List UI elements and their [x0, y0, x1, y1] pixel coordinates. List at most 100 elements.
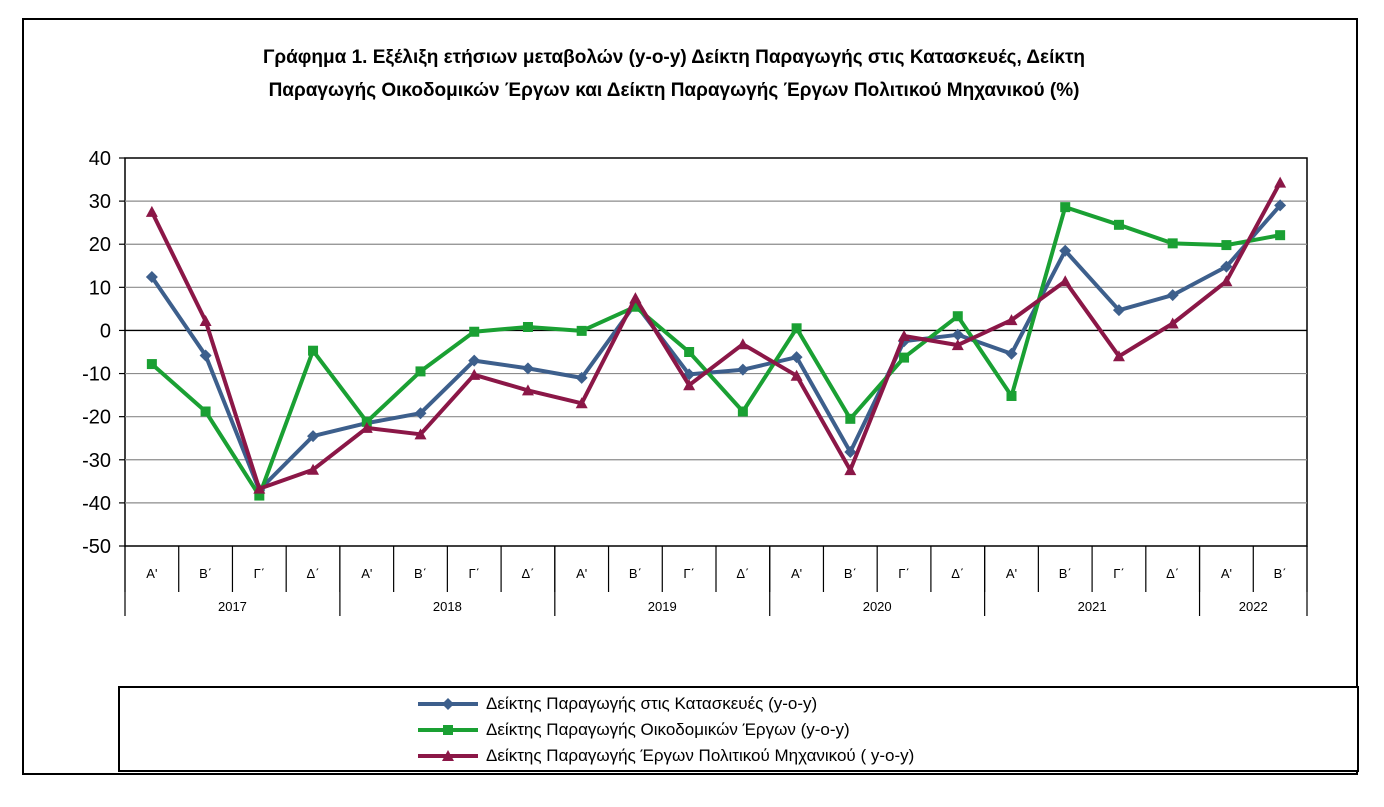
data-point-square [361, 416, 372, 427]
data-point-diamond [1220, 260, 1233, 273]
data-point-diamond [145, 270, 158, 283]
data-point-diamond [1274, 199, 1287, 212]
data-point-diamond [1112, 304, 1125, 317]
x-category-label: Β΄ [199, 566, 212, 581]
series-line-2 [150, 205, 1281, 498]
data-point-triangle [1112, 350, 1125, 362]
legend-swatch-square-icon [418, 725, 478, 735]
x-category-label: Α' [361, 566, 372, 581]
x-category-label: Β΄ [414, 566, 427, 581]
data-point-triangle [414, 428, 427, 440]
data-point-triangle [790, 369, 803, 381]
data-point-diamond [736, 363, 749, 376]
data-point-triangle [1274, 176, 1287, 188]
data-point-square [146, 359, 157, 370]
data-point-triangle [683, 379, 696, 391]
data-point-diamond [1005, 347, 1018, 360]
data-point-square [308, 345, 319, 356]
y-tick-label: 0 [100, 320, 111, 342]
x-category-label: Β΄ [844, 566, 857, 581]
data-point-triangle [951, 339, 964, 351]
data-point-diamond [575, 371, 588, 384]
y-tick-label: 40 [89, 148, 111, 170]
x-category-label: Α' [576, 566, 587, 581]
data-point-square [254, 490, 265, 501]
data-point-diamond [468, 354, 481, 367]
data-point-diamond [521, 362, 534, 375]
x-category-label: Γ΄ [254, 566, 266, 581]
data-point-triangle [629, 292, 642, 304]
y-tick-label: 10 [89, 277, 111, 299]
data-point-triangle [360, 421, 373, 433]
data-point-diamond [1166, 289, 1179, 302]
series-line-1 [150, 204, 1282, 492]
data-point-triangle [468, 368, 481, 380]
data-point-square [684, 347, 695, 357]
x-category-label: Α' [146, 566, 157, 581]
data-point-triangle [199, 314, 212, 326]
data-point-square [469, 326, 480, 337]
data-point-triangle [898, 330, 911, 342]
x-category-label: Δ΄ [307, 566, 320, 581]
data-point-square [576, 325, 587, 336]
data-point-triangle [1220, 275, 1233, 287]
x-category-label: Α' [1006, 566, 1017, 581]
x-category-label: Γ΄ [898, 566, 910, 581]
chart-title-line-1: Γράφημα 1. Εξέλιξη ετήσιων μεταβολών (y-… [262, 47, 1086, 68]
data-point-triangle [521, 384, 534, 396]
legend-label: Δείκτης Παραγωγής Οικοδομικών Έργων (y-o… [486, 720, 850, 739]
x-category-label: Γ΄ [468, 566, 480, 581]
x-category-label: Β΄ [1059, 566, 1072, 581]
chart-legend: Δείκτης Παραγωγής στις Κατασκευές (y-o-y… [118, 686, 1359, 772]
data-point-square [200, 406, 211, 417]
data-point-triangle [1166, 317, 1179, 329]
data-point-triangle [253, 482, 266, 494]
x-category-label: Β΄ [1274, 566, 1287, 581]
y-tick-label: -20 [82, 407, 111, 429]
data-point-square [952, 311, 963, 322]
data-point-diamond [199, 349, 212, 362]
x-category-label: Α' [1221, 566, 1232, 581]
legend-label: Δείκτης Παραγωγής στις Κατασκευές (y-o-y… [486, 694, 818, 713]
x-year-label: 2018 [433, 599, 462, 614]
x-year-label: 2022 [1239, 599, 1268, 614]
legend-item-building: Δείκτης Παραγωγής Οικοδομικών Έργων (y-o… [416, 718, 850, 742]
data-point-diamond [951, 328, 964, 341]
data-point-square [630, 301, 641, 312]
legend-item-construction: Δείκτης Παραγωγής στις Κατασκευές (y-o-y… [416, 692, 817, 716]
x-category-label: Α' [791, 566, 802, 581]
data-point-square [1006, 390, 1017, 401]
x-category-label: Δ΄ [521, 566, 534, 581]
legend-item-civil-engineering: Δείκτης Παραγωγής Έργων Πολιτικού Μηχανι… [416, 744, 914, 768]
x-category-label: Γ΄ [1113, 566, 1125, 581]
data-point-triangle [1059, 275, 1072, 287]
x-category-label: Γ΄ [683, 566, 695, 581]
x-category-label: Δ΄ [1166, 566, 1179, 581]
legend-swatch-triangle-icon [418, 750, 478, 761]
y-tick-label: 30 [89, 191, 111, 213]
data-point-square [415, 366, 426, 377]
line-chart: 40 30 20 10 0 -10 -20 -30 -40 -50 Α' Β΄ Γ΄ Δ΄ Α' Β΄ Γ΄ Δ΄… [82, 148, 1308, 616]
data-point-square [737, 406, 748, 417]
data-point-triangle [1005, 314, 1018, 326]
data-point-square [522, 321, 533, 332]
x-year-label: 2020 [863, 599, 892, 614]
data-point-diamond [790, 351, 803, 364]
x-category-label: Δ΄ [951, 566, 964, 581]
data-point-diamond [1059, 244, 1072, 257]
y-tick-label: -30 [82, 450, 111, 472]
chart-title-line-2: Παραγωγής Οικοδομικών Έργων και Δείκτη Π… [268, 80, 1080, 101]
x-year-label: 2021 [1078, 599, 1107, 614]
y-tick-label: -10 [82, 364, 111, 386]
data-point-triangle [307, 463, 320, 475]
x-year-label: 2019 [648, 599, 677, 614]
legend-swatch-diamond-icon [418, 698, 478, 710]
y-tick-label: -50 [82, 536, 111, 558]
series-line-3 [150, 181, 1282, 491]
data-point-triangle [575, 397, 588, 409]
data-point-diamond [414, 407, 427, 420]
data-point-triangle [844, 464, 857, 476]
chart-frame [22, 18, 1358, 775]
data-point-square [791, 323, 802, 334]
x-category-label: Δ΄ [736, 566, 749, 581]
